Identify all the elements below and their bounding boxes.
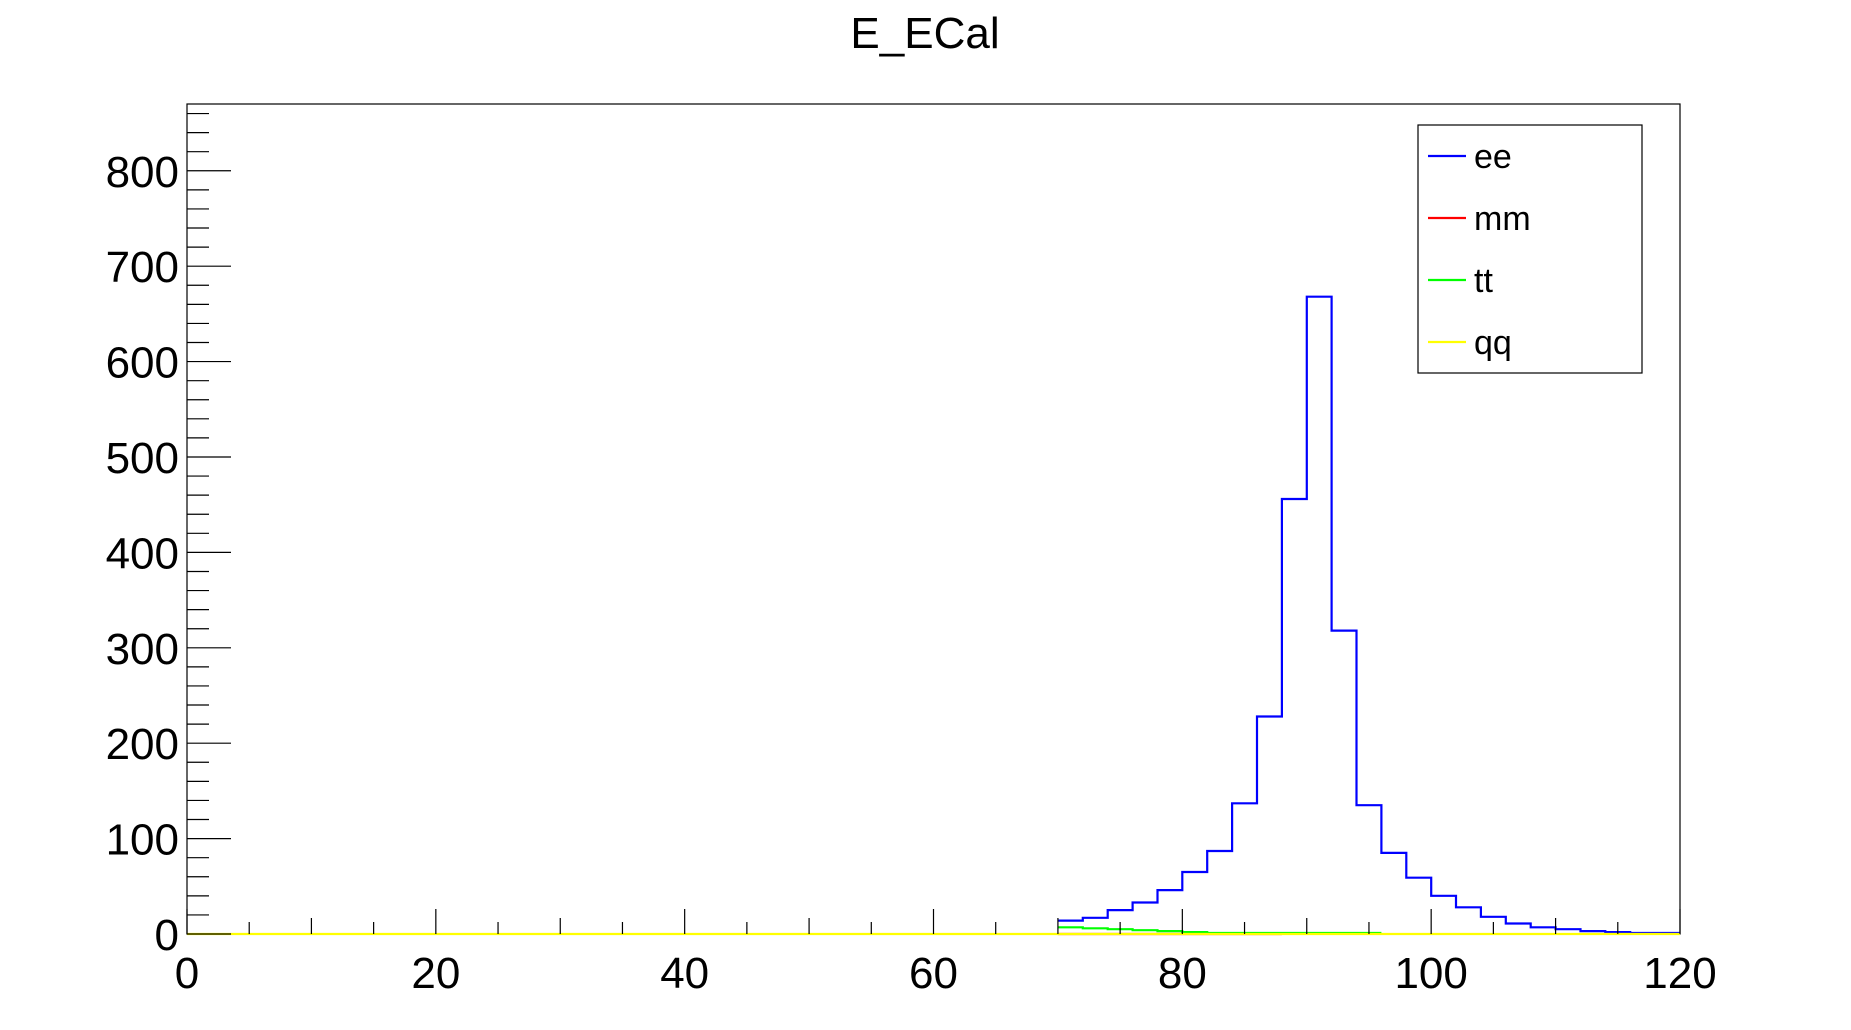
x-tick-label: 120 bbox=[1643, 949, 1716, 998]
legend-item-qq: qq bbox=[1428, 324, 1512, 362]
y-tick-label: 600 bbox=[106, 339, 179, 388]
legend-item-ee: ee bbox=[1428, 138, 1512, 176]
chart-title: E_ECal bbox=[850, 9, 999, 58]
x-tick-label: 20 bbox=[411, 949, 460, 998]
y-tick-label: 300 bbox=[106, 625, 179, 674]
y-tick-label: 800 bbox=[106, 148, 179, 197]
legend-label: mm bbox=[1474, 200, 1531, 238]
x-tick-label: 40 bbox=[660, 949, 709, 998]
legend-label: tt bbox=[1474, 262, 1493, 300]
legend-label: qq bbox=[1474, 324, 1512, 362]
legend-box bbox=[1417, 124, 1643, 374]
x-tick-label: 60 bbox=[909, 949, 958, 998]
y-tick-label: 0 bbox=[155, 911, 179, 960]
x-tick-label: 80 bbox=[1158, 949, 1207, 998]
legend-item-mm: mm bbox=[1428, 200, 1531, 238]
y-tick-label: 100 bbox=[106, 816, 179, 865]
x-tick-label: 0 bbox=[175, 949, 199, 998]
legend-label: ee bbox=[1474, 138, 1512, 176]
y-tick-label: 700 bbox=[106, 243, 179, 292]
legend-item-tt: tt bbox=[1428, 262, 1493, 300]
y-tick-label: 400 bbox=[106, 529, 179, 578]
x-tick-label: 100 bbox=[1394, 949, 1467, 998]
y-tick-label: 200 bbox=[106, 720, 179, 769]
y-tick-label: 500 bbox=[106, 434, 179, 483]
axis-layer: 0 20 40 60 80 100 120 0 100 200 300 400 500 600 700 800 bbox=[106, 112, 1717, 998]
legend: ee mm tt qq bbox=[1417, 124, 1643, 374]
legend-items: ee mm tt qq bbox=[1428, 138, 1531, 362]
